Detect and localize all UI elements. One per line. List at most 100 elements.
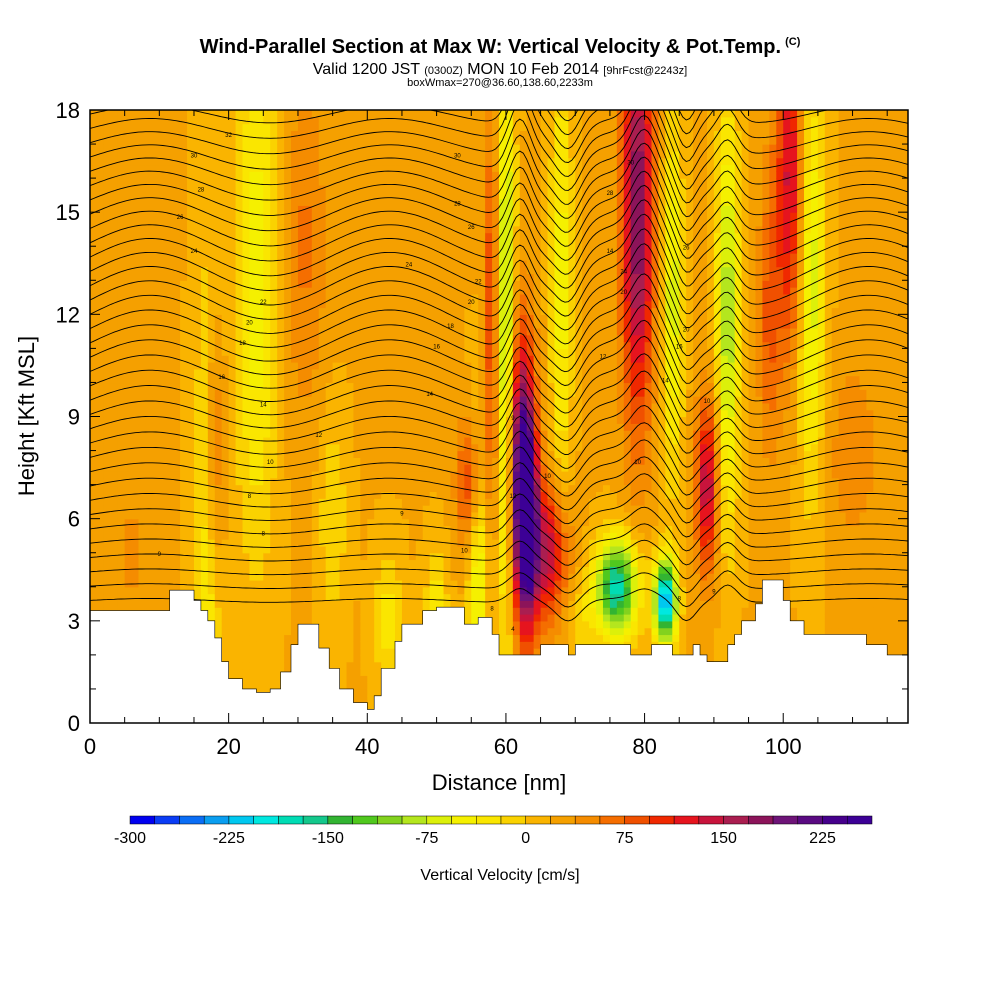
field-cell (180, 477, 188, 486)
field-cell (450, 450, 459, 458)
field-cell (457, 321, 465, 329)
field-cell (159, 205, 167, 213)
field-cell (235, 579, 244, 588)
field-cell (353, 157, 361, 166)
field-cell (242, 450, 251, 458)
field-cell (131, 150, 140, 159)
field-cell (318, 641, 327, 649)
field-cell (388, 232, 396, 241)
field-cell (159, 348, 167, 356)
field-cell (214, 150, 223, 159)
field-cell (408, 416, 417, 424)
field-cell (443, 593, 452, 601)
field-cell (367, 607, 375, 615)
field-cell (249, 116, 257, 125)
field-cell (152, 273, 160, 281)
field-cell (318, 110, 327, 118)
field-cell (367, 205, 375, 213)
field-cell (96, 341, 105, 349)
field-cell (124, 137, 133, 145)
field-cell (401, 110, 410, 118)
field-cell (228, 110, 237, 118)
field-cell (388, 205, 396, 213)
field-cell (270, 498, 278, 506)
field-cell (436, 566, 445, 574)
field-cell (180, 552, 188, 561)
field-cell (429, 327, 438, 336)
field-cell (214, 600, 223, 608)
field-cell (422, 171, 431, 179)
field-cell (374, 586, 382, 595)
field-cell (166, 232, 174, 241)
field-cell (228, 511, 237, 520)
field-cell (284, 586, 292, 595)
field-cell (346, 559, 355, 567)
field-cell (152, 566, 160, 574)
field-cell (367, 498, 375, 506)
field-cell (311, 348, 320, 356)
field-cell (450, 464, 459, 472)
field-cell (214, 191, 223, 200)
field-cell (464, 423, 472, 431)
field-cell (408, 593, 417, 601)
field-cell (415, 164, 424, 172)
field-cell (367, 116, 375, 125)
field-cell (311, 402, 320, 411)
field-cell (450, 593, 459, 601)
field-cell (374, 259, 382, 268)
field-cell (464, 484, 472, 493)
field-cell (332, 205, 341, 213)
field-cell (277, 266, 285, 275)
field-cell (159, 314, 167, 322)
field-cell (96, 150, 105, 159)
field-cell (187, 430, 195, 438)
field-cell (374, 171, 382, 179)
field-cell (152, 266, 160, 275)
field-cell (415, 232, 424, 241)
field-cell (388, 511, 396, 520)
field-cell (291, 123, 299, 132)
field-cell (193, 525, 202, 533)
field-cell (256, 477, 264, 486)
field-cell (200, 430, 209, 438)
field-cell (131, 511, 140, 520)
field-cell (110, 348, 119, 356)
field-cell (145, 484, 153, 493)
field-cell (131, 573, 140, 581)
field-cell (443, 573, 452, 581)
field-cell (304, 232, 313, 241)
field-cell (464, 368, 472, 377)
field-cell (284, 600, 292, 608)
field-cell (408, 552, 417, 561)
field-cell (388, 661, 396, 670)
field-cell (388, 641, 396, 649)
field-cell (318, 191, 327, 200)
field-cell (360, 416, 368, 424)
field-cell (180, 498, 188, 506)
field-cell (103, 511, 112, 520)
field-cell (304, 300, 313, 309)
field-cell (200, 498, 209, 506)
field-cell (325, 266, 334, 275)
field-cell (103, 280, 112, 288)
field-cell (339, 443, 348, 452)
field-cell (242, 355, 251, 363)
field-cell (207, 184, 216, 193)
field-cell (339, 259, 348, 268)
field-cell (124, 178, 133, 186)
field-cell (304, 382, 313, 390)
field-cell (152, 355, 160, 363)
field-cell (429, 280, 438, 288)
field-cell (339, 212, 348, 220)
field-cell (207, 137, 216, 145)
field-cell (401, 559, 410, 567)
field-cell (221, 382, 230, 390)
field-cell (395, 634, 403, 642)
field-cell (395, 511, 403, 520)
field-cell (395, 314, 403, 322)
field-cell (353, 545, 361, 554)
field-cell (346, 525, 355, 533)
field-cell (367, 648, 375, 656)
field-cell (187, 178, 195, 186)
field-cell (207, 280, 216, 288)
